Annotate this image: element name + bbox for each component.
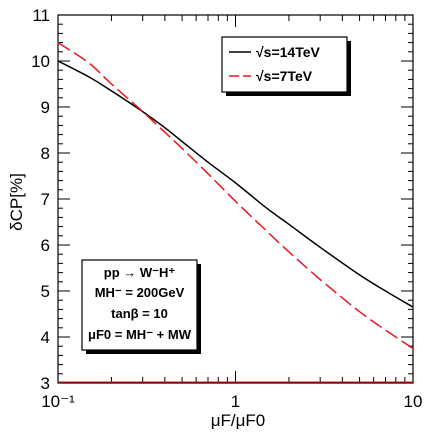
y-tick-label: 7 xyxy=(41,190,50,209)
info-box: pp → W⁻H⁺ MH⁻ = 200GeV tanβ = 10 μF0 = M… xyxy=(81,259,201,354)
x-axis: 10⁻¹ 1 10 xyxy=(41,15,422,411)
y-tick-label: 11 xyxy=(32,6,50,25)
info-tanbeta: tanβ = 10 xyxy=(111,306,168,321)
y-tick-label: 10 xyxy=(31,52,50,71)
legend-box xyxy=(221,36,348,93)
series-line-0 xyxy=(57,60,414,308)
legend: √s=14TeV √s=7TeV xyxy=(221,36,351,96)
x-tick-label: 1 xyxy=(231,392,240,411)
x-axis-title: μF/μF0 xyxy=(211,411,266,430)
y-axis: 3 4 5 6 7 8 9 10 11 xyxy=(31,6,413,393)
y-tick-label: 9 xyxy=(41,98,50,117)
info-scale: μF0 = MH⁻ + MW xyxy=(88,327,192,342)
info-mass: MH⁻ = 200GeV xyxy=(95,285,185,300)
info-process: pp → W⁻H⁺ xyxy=(104,265,176,280)
series-layer xyxy=(57,41,414,383)
y-axis-title: δCP[%] xyxy=(7,173,26,231)
x-tick-label: 10⁻¹ xyxy=(41,392,75,411)
y-tick-label: 5 xyxy=(41,282,50,301)
y-tick-label: 6 xyxy=(41,236,50,255)
y-tick-label: 3 xyxy=(41,374,50,393)
series-line-1 xyxy=(57,41,414,350)
legend-label-14tev: √s=14TeV xyxy=(256,44,321,60)
y-tick-label: 4 xyxy=(41,328,50,347)
y-tick-label: 8 xyxy=(41,144,50,163)
x-tick-label: 10 xyxy=(404,392,423,411)
legend-label-7tev: √s=7TeV xyxy=(256,68,313,84)
